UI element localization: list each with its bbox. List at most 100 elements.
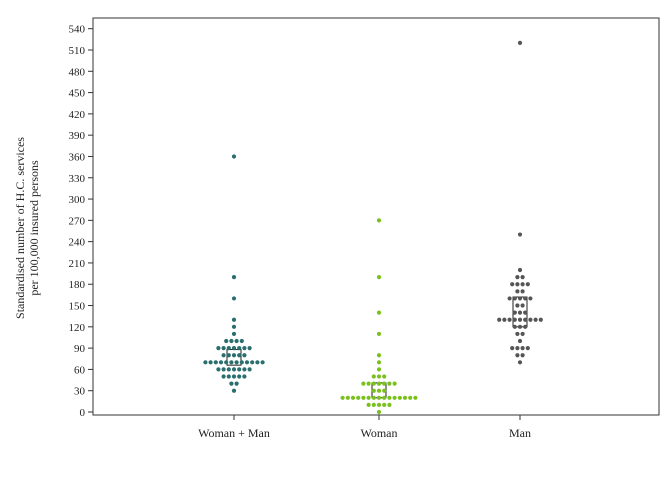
y-tick-label: 540 [69,24,86,36]
data-point [237,367,242,372]
data-point [387,402,392,408]
data-point [213,360,218,365]
data-point [512,317,517,322]
data-point [242,374,247,379]
x-axis: Woman + Man Woman Man [198,415,531,440]
y-tick-label: 150 [69,301,86,313]
data-point [231,388,237,393]
data-point [224,338,229,344]
data-point [413,395,418,400]
data-point [216,367,221,372]
data-point [371,395,376,400]
data-point [376,367,382,372]
data-point [366,395,371,400]
data-point [229,338,234,344]
y-tick-label: 210 [69,258,86,270]
y-tick-label: 450 [69,88,86,100]
data-point [507,296,512,301]
data-point [515,282,520,287]
data-point [517,40,523,45]
data-point [517,317,523,322]
data-point [520,289,525,294]
data-point [231,346,237,351]
data-point [408,395,413,400]
data-point [523,310,528,315]
data-point [376,331,382,337]
data-point [247,367,252,372]
data-point [255,360,260,365]
y-tick-label: 390 [69,130,86,142]
x-category-label: Man [509,426,531,440]
data-point [247,346,252,351]
data-point [376,218,382,223]
x-category-label: Woman + Man [198,426,270,440]
y-tick-label: 270 [69,215,86,227]
data-point [242,367,247,372]
data-point [231,296,237,301]
data-point [376,388,382,393]
data-point [218,360,224,365]
data-point [517,296,523,301]
y-axis: 0 30 60 90 120 150 180 210 240 270 300 330 360 390 420… [69,24,93,419]
y-axis-title-line-2: per 100,000 insured persons [27,160,41,296]
data-point [517,324,523,329]
data-point [397,395,402,400]
data-point [515,353,520,358]
data-point [221,367,226,372]
data-point [237,346,242,351]
data-point [356,395,361,400]
data-point [376,353,382,358]
data-point [515,289,520,294]
data-point [376,381,382,386]
y-tick-label: 300 [69,194,86,206]
data-point [231,367,237,372]
data-point [231,353,237,358]
data-point [239,360,244,365]
data-point [517,338,523,344]
y-tick-label: 120 [69,322,86,334]
y-tick-label: 30 [74,386,86,398]
data-point [345,395,350,400]
y-tick-label: 360 [69,151,86,163]
data-point [517,310,523,315]
data-point [525,346,530,351]
data-point [520,331,525,337]
data-point [231,275,237,280]
data-point [517,232,523,237]
data-point [260,360,265,365]
y-tick-label: 480 [69,66,86,78]
data-point [226,353,231,358]
data-point [392,381,397,386]
x-category-label: Woman [360,426,397,440]
data-point [387,395,392,400]
data-point [376,374,382,379]
data-point [242,346,247,351]
y-tick-label: 180 [69,279,86,291]
data-point [237,374,242,379]
data-point [203,360,208,365]
data-point [239,338,244,344]
data-point [387,381,392,386]
data-point [520,275,525,280]
data-point [510,346,515,351]
data-point [376,409,382,415]
data-point [528,317,533,322]
data-point [371,402,376,408]
data-point [376,360,382,365]
y-tick-label: 510 [69,45,86,57]
data-point [216,346,221,351]
data-point [512,296,517,301]
data-point [376,402,382,408]
data-point [340,395,345,400]
data-point [520,282,525,287]
data-point [520,346,525,351]
data-point [523,324,528,329]
data-point [231,317,237,322]
data-point [366,402,371,408]
data-point [517,360,523,365]
y-tick-label: 90 [74,343,86,355]
data-point [229,360,234,365]
data-point [234,381,239,386]
data-point [497,317,502,322]
data-point [229,381,234,386]
